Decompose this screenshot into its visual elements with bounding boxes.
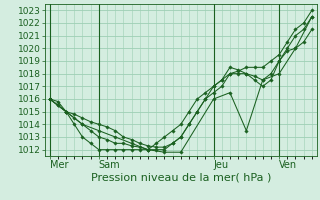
X-axis label: Pression niveau de la mer( hPa ): Pression niveau de la mer( hPa ) (91, 173, 271, 183)
